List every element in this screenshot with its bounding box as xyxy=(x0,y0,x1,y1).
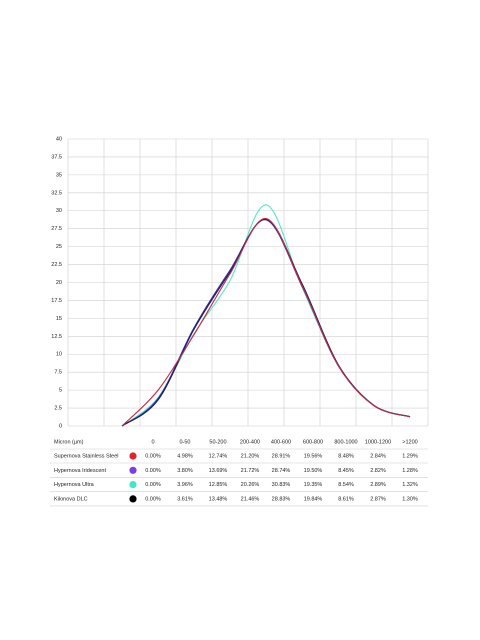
table-cell: 1.32% xyxy=(402,482,418,488)
table-header: >1200 xyxy=(402,439,417,445)
y-tick-label: 7.5 xyxy=(54,370,62,376)
table-cell: 30.83% xyxy=(272,482,291,488)
table-cell: 19.50% xyxy=(304,468,323,474)
table-cell: 1.30% xyxy=(402,496,418,502)
table-cell: 1.28% xyxy=(402,468,418,474)
table-cell: 0.00% xyxy=(145,482,161,488)
table-cell: 3.61% xyxy=(177,496,193,502)
table-cell: 20.26% xyxy=(241,482,260,488)
table-header: 1000-1200 xyxy=(365,439,391,445)
y-tick-label: 2.5 xyxy=(54,406,62,412)
table-cell: 12.85% xyxy=(209,482,228,488)
y-tick-label: 0 xyxy=(59,423,62,429)
y-tick-label: 37.5 xyxy=(51,154,62,160)
table-cell: 2.82% xyxy=(370,468,386,474)
table-header: 0-50 xyxy=(179,439,190,445)
legend-dot xyxy=(129,481,137,489)
table-cell: 1.29% xyxy=(402,453,418,459)
y-tick-label: 15 xyxy=(56,316,62,322)
series-line xyxy=(121,219,411,427)
table-cell: 8.61% xyxy=(338,496,354,502)
table-cell: 28.91% xyxy=(272,453,291,459)
table-cell: 19.35% xyxy=(304,482,323,488)
table-header: 0 xyxy=(151,439,154,445)
legend-dot xyxy=(129,495,137,503)
table-header: 400-600 xyxy=(271,439,291,445)
y-tick-label: 27.5 xyxy=(51,226,62,232)
y-tick-label: 25 xyxy=(56,244,62,250)
table-header-label: Micron (µm) xyxy=(54,439,84,445)
legend-label: Kilonova DLC xyxy=(54,496,88,502)
y-tick-label: 17.5 xyxy=(51,298,62,304)
table-cell: 4.98% xyxy=(177,453,193,459)
table-cell: 19.56% xyxy=(304,453,323,459)
y-tick-label: 32.5 xyxy=(51,190,62,196)
table-cell: 12.74% xyxy=(209,453,228,459)
table-cell: 3.80% xyxy=(177,468,193,474)
series-line xyxy=(121,204,411,427)
table-cell: 13.69% xyxy=(209,468,228,474)
table-header: 600-800 xyxy=(303,439,323,445)
table-cell: 0.00% xyxy=(145,453,161,459)
table-header: 200-400 xyxy=(240,439,260,445)
table-cell: 2.89% xyxy=(370,482,386,488)
table-cell: 21.20% xyxy=(241,453,260,459)
legend-dot xyxy=(129,452,137,460)
y-tick-label: 5 xyxy=(59,388,62,394)
table-cell: 2.84% xyxy=(370,453,386,459)
table-cell: 28.74% xyxy=(272,468,291,474)
table-cell: 0.00% xyxy=(145,496,161,502)
legend-label: Hypernova Ultra xyxy=(54,482,95,488)
table-cell: 2.87% xyxy=(370,496,386,502)
table-cell: 28.83% xyxy=(272,496,291,502)
table-header: 50-200 xyxy=(209,439,226,445)
table-cell: 3.96% xyxy=(177,482,193,488)
table-cell: 13.48% xyxy=(209,496,228,502)
table-cell: 19.84% xyxy=(304,496,323,502)
table-cell: 0.00% xyxy=(145,468,161,474)
y-tick-label: 35 xyxy=(56,172,62,178)
legend-label: Supernova Stainless Steel xyxy=(54,453,119,459)
y-tick-label: 30 xyxy=(56,208,62,214)
table-cell: 8.48% xyxy=(338,453,354,459)
table-cell: 8.54% xyxy=(338,482,354,488)
y-tick-label: 20 xyxy=(56,280,62,286)
table-cell: 21.72% xyxy=(241,468,260,474)
table-cell: 21.46% xyxy=(241,496,260,502)
y-tick-label: 12.5 xyxy=(51,334,62,340)
y-tick-label: 40 xyxy=(56,136,62,142)
series-line xyxy=(121,218,411,427)
legend-label: Hypernova Iridescent xyxy=(54,468,106,474)
y-tick-label: 10 xyxy=(56,352,62,358)
legend-dot xyxy=(129,466,137,474)
table-header: 800-1000 xyxy=(334,439,357,445)
series-line xyxy=(121,218,411,427)
table-cell: 8.45% xyxy=(338,468,354,474)
y-tick-label: 22.5 xyxy=(51,262,62,268)
